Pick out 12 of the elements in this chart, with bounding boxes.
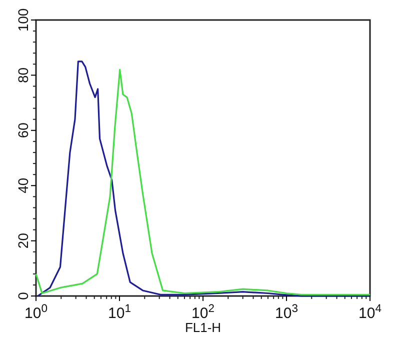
x-tick-label: 10$^{2}$ [192,303,214,322]
y-tick-label: 40 [14,178,31,194]
x-tick-label: 10$^{1}$ [108,303,131,322]
x-tick-label: 10$^{4}$ [358,303,382,322]
y-tick-label: 80 [14,67,31,83]
x-axis-title: FL1-H [184,320,222,335]
y-tick-label: 100 [14,8,31,32]
x-tick-label: 10$^{0}$ [24,303,48,322]
y-tick-label: 0 [14,292,31,300]
y-tick-label: 60 [14,122,31,138]
x-tick-label: 10$^{3}$ [275,303,298,322]
y-tick-label: 20 [14,232,31,249]
